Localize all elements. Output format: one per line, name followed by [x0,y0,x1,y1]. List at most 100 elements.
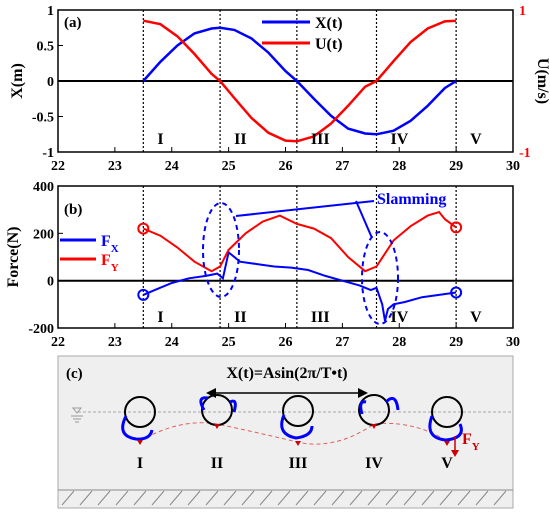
free-surface-wake [359,396,400,415]
y-tick-b-3: 400 [33,180,54,195]
free-surface-wake [428,415,463,442]
phase-label-a-4: V [470,131,482,148]
series-line-a-x [142,26,457,136]
cylinder-stage-3: III [280,395,314,472]
series-group-b [137,210,463,322]
slamming-pointer-1 [235,200,375,217]
cylinder-stage-5: V [428,396,463,472]
hatch-line [439,490,453,506]
y2-tick-a-1: 1 [519,4,526,19]
phase-label-a-3: IV [391,131,409,148]
x-tick-b-25: 25 [222,335,236,350]
x-tick-a-25: 25 [222,159,236,174]
free-surface-wake [280,414,314,440]
x-tick-a-28: 28 [392,159,406,174]
legend-label-x: X(t) [315,15,343,32]
y-tick-b-0: -200 [28,322,54,337]
legend-label-u: U(t) [315,36,343,53]
cylinder-stage-4: IV [358,394,400,472]
y-tick-b-2: 200 [33,227,54,242]
hatch-line [223,490,237,506]
svg-text:FY: FY [462,431,480,453]
hatch-line [493,490,507,506]
x-tick-a-27: 27 [335,159,349,174]
y-axis-label-b: Force(N) [5,227,22,288]
stage-label: II [211,455,223,472]
phase-label-b-1: II [234,309,246,326]
fy-arrow-head-icon [451,450,459,457]
hatch-line [259,490,273,506]
legend-a: X(t) U(t) [262,15,343,53]
cylinder-circle [431,396,463,428]
hatch-line [295,490,309,506]
hatch-line [133,490,147,506]
y-tick-b-1: 0 [47,275,54,290]
x-tick-a-29: 29 [449,159,463,174]
y-tick-a-3: 0.5 [37,40,55,55]
motion-equation: X(t)=Asin(2π/T•t) [226,365,347,382]
force-arrow-icon [137,440,143,445]
x-tick-b-24: 24 [165,335,179,350]
y-tick-a-4: 1 [47,4,54,19]
hatch-line [385,490,399,506]
phase-labels-a: I II III IV V [157,131,482,148]
phase-label-a-0: I [157,131,163,148]
series-line-a-u [143,19,457,143]
force-arrow-icon [295,441,301,446]
y2-axis-label-a: U(m/s) [534,58,550,104]
cylinder-stage-1: I [121,396,156,472]
slamming-label: Slamming [377,191,446,208]
y-tick-labels-a: -1 -0.5 0 0.5 1 [32,4,63,161]
x-tick-labels-b: 22 23 24 25 26 27 28 29 30 [51,323,520,350]
y-tick-a-2: 0 [47,75,54,90]
y-tick-a-0: -1 [42,146,54,161]
panel-c: (c) X(t)=Asin(2π/T•t) I II III IV V FY [57,355,514,509]
x-tick-b-28: 28 [392,335,406,350]
series-line-b-fy [142,210,457,273]
series-marker-b-fx-start [137,288,150,301]
hatch-line [61,490,75,506]
hatch-line [331,490,345,506]
phase-label-b-3: IV [391,309,409,326]
x-tick-b-26: 26 [279,335,293,350]
cylinder-circle [124,396,156,428]
x-tick-a-30: 30 [506,159,520,174]
hatch-line [367,490,381,506]
hatch-line [97,490,111,506]
force-arrow-icon [214,424,220,429]
hatch-line [205,490,219,506]
stage-label: V [441,455,453,472]
y-tick-labels-b: -200 0 200 400 [28,180,63,337]
x-tick-a-23: 23 [108,159,122,174]
hatch-line [349,490,363,506]
hatch-line [475,490,489,506]
stage-label: I [137,455,143,472]
x-tick-a-26: 26 [279,159,293,174]
hatch-line [241,490,255,506]
slamming-annotation: Slamming [202,191,446,325]
stage-label: III [289,455,308,472]
y-axis-label-a: X(m) [9,63,26,99]
x-tick-b-30: 30 [506,335,520,350]
panel-label-a: (a) [64,15,82,31]
hatch-line [79,490,93,506]
cylinder-circle [282,395,314,427]
free-surface-wake [199,396,237,413]
series-marker-b-fx-end [450,286,463,299]
series-marker-b-fy-start [137,222,150,235]
hatch-line [421,490,435,506]
hatch-line [115,490,129,506]
x-tick-b-29: 29 [449,335,463,350]
cylinder-stages: I II III IV V [121,394,463,472]
hatch-line [169,490,183,506]
slamming-ellipse-1 [202,202,240,298]
hatch-line [277,490,291,506]
x-tick-a-24: 24 [165,159,179,174]
hatch-line [457,490,471,506]
water-level-icon [71,407,83,423]
hatch-line [151,490,165,506]
series-group-a [142,19,457,143]
hatch-line [403,490,417,506]
force-arrow-icon [371,424,377,429]
